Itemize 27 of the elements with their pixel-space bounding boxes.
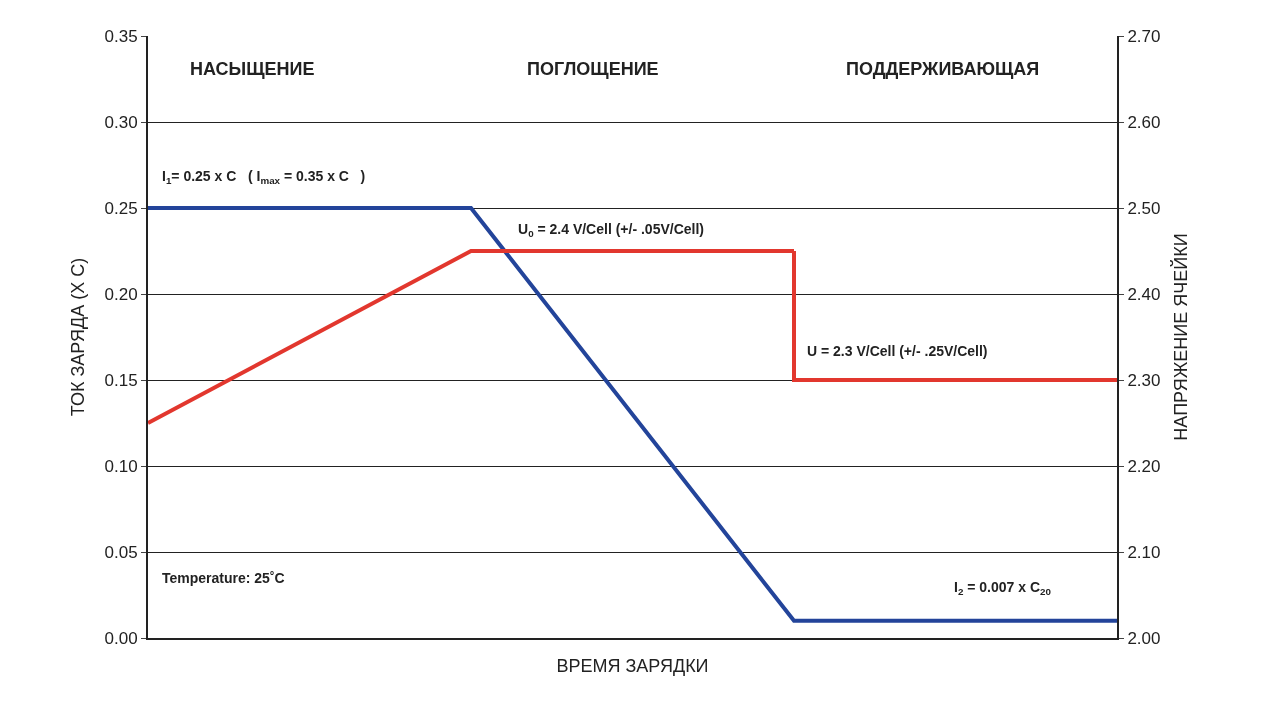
y-tick-label: 0.30 bbox=[104, 112, 138, 132]
annotation: ПОДДЕРЖИВАЮЩАЯ bbox=[846, 59, 1040, 79]
annotation: ПОГЛОЩЕНИЕ bbox=[527, 59, 659, 79]
y2-tick-label: 2.60 bbox=[1127, 112, 1161, 132]
y-tick-label: 0.35 bbox=[104, 26, 138, 46]
y-tick-label: 0.00 bbox=[104, 628, 138, 648]
annotation: I$_{2}$ = 0.007 x C$_{20}$ bbox=[954, 579, 1052, 597]
y2-axis-title: НАПРЯЖЕНИЕ ЯЧЕЙКИ bbox=[1170, 233, 1192, 441]
y-tick-label: 0.10 bbox=[104, 456, 138, 476]
y2-tick-label: 2.50 bbox=[1127, 198, 1161, 218]
annotation: U = 2.3 V/Cell (+/- .25V/Cell) bbox=[807, 343, 988, 359]
y-tick-label: 0.20 bbox=[104, 284, 138, 304]
y2-tick-label: 2.20 bbox=[1127, 456, 1161, 476]
y-axis-title: ТОК ЗАРЯДА (X C) bbox=[68, 257, 89, 417]
annotation: U$_{0}$ = 2.4 V/Cell (+/- .05V/Cell) bbox=[518, 221, 704, 239]
y-tick-label: 0.05 bbox=[104, 542, 138, 562]
annotation: НАСЫЩЕНИЕ bbox=[190, 59, 315, 79]
y2-tick-label: 2.00 bbox=[1127, 628, 1161, 648]
x-axis-title: ВРЕМЯ ЗАРЯДКИ bbox=[556, 655, 709, 676]
y2-tick-label: 2.30 bbox=[1127, 370, 1161, 390]
y2-tick-label: 2.10 bbox=[1127, 542, 1161, 562]
annotation: I$_{1}$= 0.25 x C ( I$_{max}$ = 0.35 x C ) bbox=[162, 168, 366, 186]
y2-tick-label: 2.70 bbox=[1127, 26, 1161, 46]
annotation: Temperature: 25˚C bbox=[162, 570, 285, 586]
y2-tick-label: 2.40 bbox=[1127, 284, 1161, 304]
y-tick-label: 0.25 bbox=[104, 198, 138, 218]
y-tick-label: 0.15 bbox=[104, 370, 138, 390]
